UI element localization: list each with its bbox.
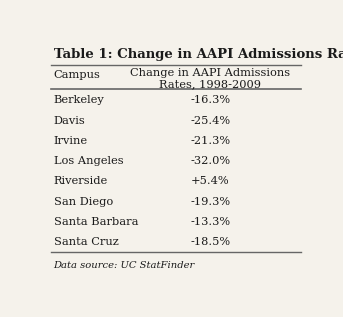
Text: +5.4%: +5.4% [191, 177, 230, 186]
Text: Berkeley: Berkeley [54, 95, 104, 105]
Text: Santa Cruz: Santa Cruz [54, 237, 118, 247]
Text: -18.5%: -18.5% [190, 237, 230, 247]
Text: Data source: UC StatFinder: Data source: UC StatFinder [54, 262, 195, 270]
Text: Los Angeles: Los Angeles [54, 156, 123, 166]
Text: Riverside: Riverside [54, 177, 108, 186]
Text: -32.0%: -32.0% [190, 156, 230, 166]
Text: -21.3%: -21.3% [190, 136, 230, 146]
Text: San Diego: San Diego [54, 197, 113, 207]
Text: Davis: Davis [54, 116, 85, 126]
Text: Campus: Campus [54, 70, 100, 80]
Text: Change in AAPI Admissions
Rates, 1998-2009: Change in AAPI Admissions Rates, 1998-20… [130, 68, 291, 89]
Text: Table 1: Change in AAPI Admissions Rates, 1998-2009: Table 1: Change in AAPI Admissions Rates… [54, 48, 343, 61]
Text: Irvine: Irvine [54, 136, 87, 146]
Text: -16.3%: -16.3% [190, 95, 230, 105]
Text: -19.3%: -19.3% [190, 197, 230, 207]
Text: -13.3%: -13.3% [190, 217, 230, 227]
Text: Santa Barbara: Santa Barbara [54, 217, 138, 227]
Text: -25.4%: -25.4% [190, 116, 230, 126]
